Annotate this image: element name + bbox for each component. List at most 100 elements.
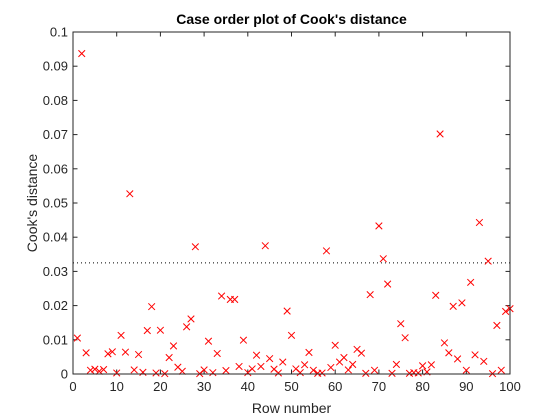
data-point <box>104 350 112 358</box>
data-point <box>340 353 348 362</box>
y-tick-label: 0.05 <box>43 196 68 211</box>
y-axis-label: Cook's distance <box>24 154 40 253</box>
data-point <box>397 320 405 328</box>
data-point <box>126 190 134 198</box>
data-point <box>475 218 484 227</box>
data-point <box>370 366 379 374</box>
y-axis-ticks: 0 0.01 0.02 0.03 0.04 0.05 0.06 0.07 0.08 0.09 0.1 <box>43 25 510 382</box>
data-point <box>418 362 427 370</box>
y-tick-label: 0.06 <box>43 161 68 176</box>
y-tick-label: 0 <box>61 367 68 382</box>
chart-title: Case order plot of Cook's distance <box>176 11 407 27</box>
data-point <box>252 351 261 359</box>
data-point <box>130 366 138 374</box>
data-point <box>414 369 422 377</box>
data-point <box>279 358 287 366</box>
data-point <box>95 367 103 375</box>
data-point <box>191 243 200 251</box>
y-tick-label: 0.02 <box>43 298 68 313</box>
data-point <box>217 292 226 300</box>
y-tick-label: 0.1 <box>50 25 68 40</box>
data-point <box>235 362 243 371</box>
data-point <box>432 291 440 299</box>
data-point <box>91 365 99 373</box>
x-tick-label: 10 <box>109 379 123 394</box>
data-point <box>274 369 283 377</box>
data-point <box>134 350 143 359</box>
data-point <box>458 299 466 307</box>
data-point <box>436 130 444 138</box>
data-point <box>222 366 230 375</box>
data-point <box>462 366 470 374</box>
data-point <box>383 280 392 288</box>
data-point <box>257 362 265 371</box>
data-point <box>113 369 121 377</box>
data-point <box>283 307 291 315</box>
y-tick-label: 0.07 <box>43 127 68 142</box>
data-point <box>169 342 178 350</box>
x-axis-label: Row number <box>252 400 332 416</box>
data-point <box>156 326 165 334</box>
data-point <box>401 334 409 342</box>
data-point <box>493 321 501 330</box>
data-point <box>309 366 318 374</box>
data-point <box>467 278 475 286</box>
x-tick-label: 70 <box>372 379 386 394</box>
data-point <box>480 357 488 365</box>
data-point <box>204 337 213 345</box>
data-point <box>152 369 160 377</box>
data-point <box>440 339 449 347</box>
x-tick-label: 30 <box>197 379 211 394</box>
data-point <box>108 348 116 356</box>
data-point <box>200 366 208 374</box>
data-point <box>379 255 387 263</box>
x-tick-label: 80 <box>415 379 429 394</box>
plot-area <box>73 32 510 374</box>
data-point <box>445 349 453 357</box>
data-point <box>99 365 108 374</box>
data-point <box>318 369 326 377</box>
y-tick-label: 0.01 <box>43 332 68 347</box>
data-point <box>82 349 90 357</box>
data-point <box>265 354 274 363</box>
data-point <box>182 323 191 331</box>
y-tick-label: 0.08 <box>43 93 68 108</box>
data-point <box>213 349 221 358</box>
data-point <box>239 336 248 344</box>
data-point <box>327 363 335 372</box>
data-point <box>117 331 125 340</box>
data-point <box>78 49 86 58</box>
data-point <box>501 307 510 316</box>
y-tick-label: 0.03 <box>43 264 68 279</box>
data-point <box>357 349 366 357</box>
data-point <box>300 361 309 369</box>
x-tick-label: 20 <box>153 379 167 394</box>
data-point <box>165 353 173 362</box>
data-point <box>349 360 357 369</box>
data-point <box>449 302 457 310</box>
data-point <box>453 355 462 363</box>
y-tick-label: 0.09 <box>43 59 68 74</box>
data-point <box>484 257 492 265</box>
data-point <box>362 369 370 377</box>
data-point <box>388 369 396 377</box>
x-tick-label: 40 <box>241 379 255 394</box>
data-point <box>187 315 195 323</box>
data-point <box>471 351 479 359</box>
x-tick-label: 100 <box>499 379 521 394</box>
data-point <box>366 291 374 299</box>
data-point <box>375 222 383 230</box>
data-point <box>296 368 304 377</box>
data-point <box>305 348 313 357</box>
data-point <box>148 302 156 311</box>
data-point <box>86 366 95 374</box>
axes-box <box>72 31 511 375</box>
data-point <box>178 367 186 375</box>
data-point <box>73 334 82 342</box>
data-point <box>331 341 339 349</box>
data-point <box>143 326 151 335</box>
data-point <box>121 348 130 356</box>
data-point <box>344 366 352 374</box>
x-tick-label: 50 <box>284 379 298 394</box>
data-point <box>497 366 505 374</box>
